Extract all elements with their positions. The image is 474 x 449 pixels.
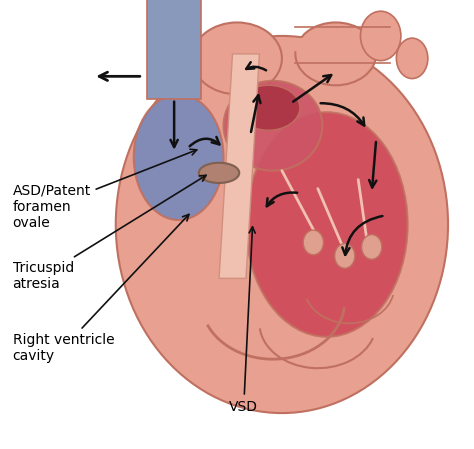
Ellipse shape (303, 230, 323, 255)
Polygon shape (219, 54, 259, 278)
Ellipse shape (295, 22, 376, 85)
Ellipse shape (237, 85, 300, 130)
Ellipse shape (396, 38, 428, 79)
Ellipse shape (192, 22, 282, 94)
Ellipse shape (116, 36, 448, 413)
Text: Tricuspid
atresia: Tricuspid atresia (12, 175, 206, 291)
Text: VSD: VSD (229, 227, 258, 414)
Polygon shape (147, 0, 201, 99)
Ellipse shape (134, 94, 224, 220)
Ellipse shape (335, 243, 355, 269)
Text: Right ventricle
cavity: Right ventricle cavity (12, 215, 189, 363)
Ellipse shape (360, 11, 401, 61)
Ellipse shape (362, 234, 382, 260)
Text: ASD/Patent
foramen
ovale: ASD/Patent foramen ovale (12, 149, 197, 230)
Ellipse shape (224, 81, 322, 171)
Ellipse shape (246, 112, 408, 337)
Ellipse shape (199, 163, 239, 183)
